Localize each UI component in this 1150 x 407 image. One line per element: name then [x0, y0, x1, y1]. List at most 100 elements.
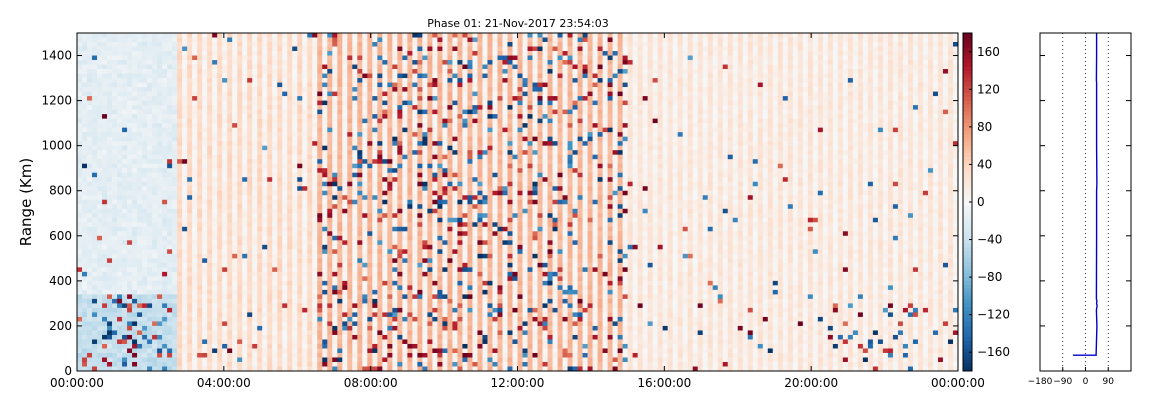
- heatmap-cell: [377, 361, 383, 367]
- heatmap-cell: [317, 55, 323, 61]
- heatmap-cell: [102, 181, 108, 187]
- heatmap-cell: [367, 186, 373, 192]
- heatmap-cell: [237, 69, 243, 74]
- heatmap-cell: [342, 330, 348, 336]
- heatmap-cell: [282, 330, 288, 336]
- heatmap-cell: [102, 186, 108, 192]
- heatmap-cell: [277, 244, 283, 250]
- heatmap-cell: [162, 307, 168, 313]
- heatmap-cell: [367, 78, 373, 83]
- heatmap-cell: [302, 258, 308, 264]
- heatmap-cell: [102, 204, 108, 210]
- heatmap-cell: [122, 343, 128, 349]
- heatmap-cell: [247, 285, 253, 291]
- heatmap-cell: [132, 96, 138, 101]
- heatmap-cell: [282, 195, 288, 201]
- heatmap-cell: [352, 240, 358, 246]
- heatmap-cell: [347, 190, 353, 196]
- heatmap-cell: [337, 357, 343, 363]
- heatmap-cell: [187, 312, 193, 318]
- heatmap-cell: [242, 141, 248, 146]
- heatmap-cell: [277, 132, 283, 137]
- heatmap-cell: [277, 150, 283, 155]
- heatmap-cell: [172, 177, 178, 183]
- heatmap-cell: [212, 69, 218, 74]
- heatmap-cell: [317, 321, 323, 327]
- heatmap-cell: [152, 222, 158, 228]
- heatmap-cell: [122, 132, 128, 137]
- heatmap-cell: [112, 226, 118, 232]
- heatmap-cell: [307, 276, 313, 282]
- heatmap-cell: [267, 181, 273, 187]
- heatmap-cell: [327, 303, 333, 309]
- heatmap-cell: [332, 141, 338, 146]
- heatmap-cell: [152, 132, 158, 137]
- heatmap-cell: [377, 334, 383, 340]
- heatmap-cell: [347, 298, 353, 304]
- heatmap-cell: [227, 253, 233, 259]
- heatmap-cell: [177, 141, 183, 146]
- heatmap-cell: [302, 285, 308, 291]
- heatmap-cell: [272, 172, 278, 178]
- heatmap-cell: [252, 181, 258, 187]
- heatmap-cell: [197, 240, 203, 246]
- heatmap-cell: [137, 325, 143, 331]
- heatmap-cell: [112, 172, 118, 178]
- heatmap-cell: [392, 136, 398, 142]
- heatmap-cell: [397, 262, 403, 268]
- heatmap-cell: [352, 186, 358, 192]
- heatmap-cell: [252, 213, 258, 219]
- heatmap-cell: [327, 46, 333, 52]
- heatmap-cell: [392, 366, 398, 372]
- heatmap-cell: [127, 226, 133, 232]
- heatmap-cell: [177, 33, 183, 38]
- heatmap-cell: [402, 132, 408, 137]
- heatmap-cell: [177, 289, 183, 295]
- heatmap-cell: [182, 159, 188, 164]
- heatmap-cell: [282, 127, 288, 133]
- heatmap-cell: [97, 316, 103, 322]
- heatmap-cell: [152, 213, 158, 219]
- heatmap-cell: [167, 231, 173, 237]
- heatmap-cell: [187, 33, 193, 38]
- heatmap-cell: [147, 276, 153, 282]
- heatmap-cell: [357, 213, 363, 219]
- heatmap-cell: [107, 51, 113, 56]
- heatmap-cell: [257, 276, 263, 282]
- chart-title: Phase 01: 21-Nov-2017 23:54:03: [427, 17, 609, 30]
- heatmap-cell: [262, 330, 268, 336]
- heatmap-cell: [357, 64, 363, 70]
- heatmap-cell: [232, 177, 238, 183]
- heatmap-cell: [97, 258, 103, 264]
- heatmap-cell: [302, 316, 308, 322]
- heatmap-cell: [262, 64, 268, 70]
- heatmap-cell: [182, 289, 188, 295]
- heatmap-cell: [127, 195, 133, 201]
- heatmap-cell: [212, 82, 218, 88]
- heatmap-cell: [367, 294, 373, 300]
- heatmap-cell: [257, 357, 263, 363]
- heatmap-cell: [377, 348, 383, 354]
- heatmap-cell: [272, 42, 278, 47]
- heatmap-cell: [347, 343, 353, 349]
- heatmap-cell: [92, 91, 98, 97]
- heatmap-cell: [312, 37, 318, 43]
- heatmap-cell: [407, 91, 413, 97]
- heatmap-cell: [147, 114, 153, 119]
- heatmap-cell: [322, 222, 328, 228]
- heatmap-cell: [217, 82, 223, 88]
- heatmap-cell: [342, 235, 348, 241]
- heatmap-cell: [232, 226, 238, 232]
- heatmap-cell: [287, 303, 293, 309]
- heatmap-cell: [302, 204, 308, 210]
- heatmap-cell: [302, 114, 308, 119]
- heatmap-cell: [132, 253, 138, 259]
- heatmap-cell: [117, 208, 123, 214]
- heatmap-cell: [302, 168, 308, 174]
- heatmap-cell: [312, 78, 318, 83]
- heatmap-cell: [77, 172, 83, 178]
- heatmap-cell: [307, 132, 313, 137]
- heatmap-cell: [202, 109, 208, 115]
- heatmap-cell: [287, 51, 293, 56]
- heatmap-cell: [277, 321, 283, 327]
